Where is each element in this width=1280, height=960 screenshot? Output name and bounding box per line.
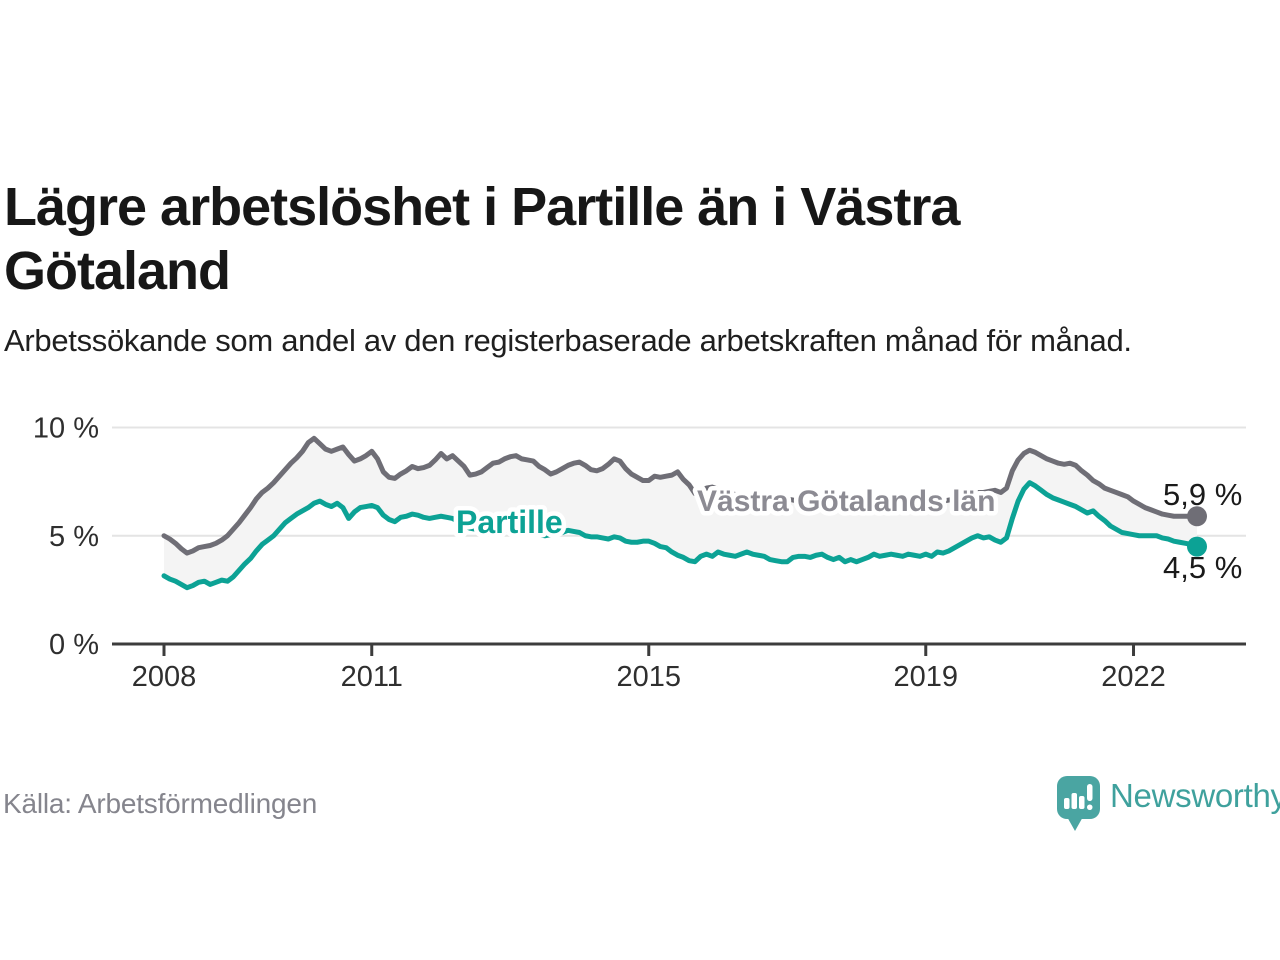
y-tick-label-10: 10 %	[33, 413, 99, 445]
newsworthy-bubble-chart-icon	[1057, 776, 1100, 831]
line-label-partille: Partille	[456, 504, 563, 540]
value-label-partille: 4,5 %	[1163, 550, 1242, 585]
newsworthy-wordmark: Newsworthy	[1110, 777, 1280, 814]
series-gap-band	[164, 438, 1197, 588]
end-dot-partille	[1187, 536, 1207, 557]
page-subtitle: Arbetssökande som andel av den registerb…	[4, 323, 1132, 358]
line-vastra-gotalands-lan	[161, 435, 1200, 556]
line-label-vastra-gotalands-lan: Västra Götalands län	[697, 485, 995, 518]
y-tick-label-0: 0 %	[49, 629, 99, 661]
newsworthy-logo: Newsworthy	[1056, 775, 1280, 835]
page-title: Lägre arbetslöshet i Partille än i Västr…	[4, 177, 960, 302]
x-tick-label-2011: 2011	[341, 661, 403, 693]
source-note: Källa: Arbetsförmedlingen	[3, 788, 318, 819]
x-tick-label-2015: 2015	[617, 661, 682, 693]
end-dot-vastra-gotalands-lan	[1187, 506, 1207, 527]
x-tick-label-2022: 2022	[1101, 661, 1166, 693]
line-partille	[161, 480, 1200, 591]
unemployment-line-chart: 2008 2011 2015 2019 2022 0 % 5 % 10 % Partille Vä…	[33, 413, 1246, 693]
x-tick-label-2008: 2008	[132, 661, 197, 693]
y-tick-label-5: 5 %	[49, 521, 99, 553]
value-label-vastra-gotalands-lan: 5,9 %	[1163, 477, 1242, 512]
x-tick-label-2019: 2019	[894, 661, 959, 693]
